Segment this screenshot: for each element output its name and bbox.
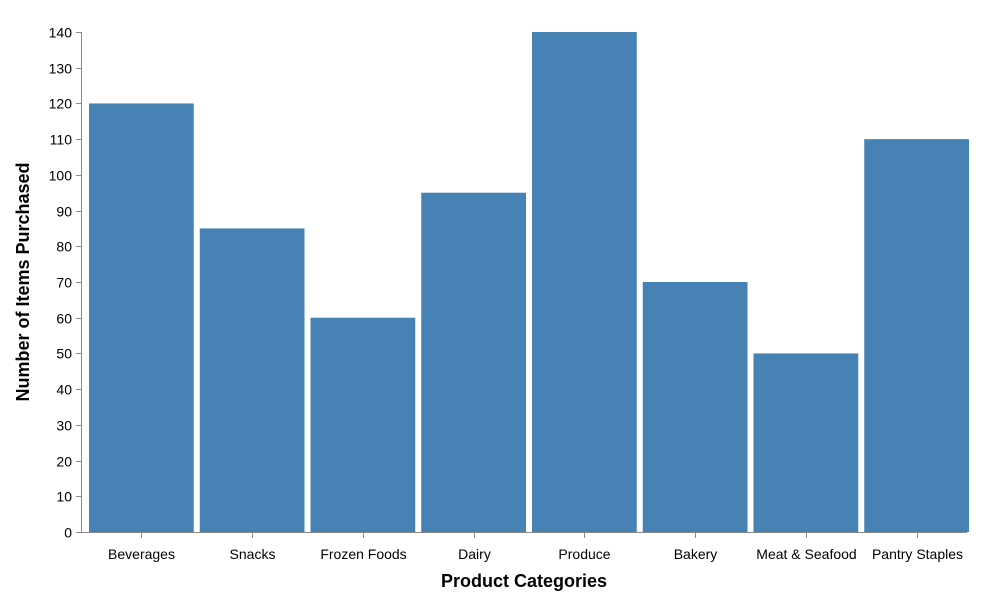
y-tick-label: 140 bbox=[49, 25, 73, 41]
x-tick-label: Snacks bbox=[230, 546, 276, 562]
y-tick-label: 60 bbox=[56, 311, 72, 327]
y-tick-label: 100 bbox=[49, 168, 73, 184]
x-axis: Beverages Snacks Frozen Foods Dairy Produce B… bbox=[81, 532, 967, 562]
bar-snacks[interactable] bbox=[199, 228, 305, 532]
y-tick-label: 90 bbox=[56, 204, 72, 220]
y-axis: 0 10 20 30 40 50 60 70 80 90 100 110 120 130 140 bbox=[49, 25, 82, 541]
bar-bakery[interactable] bbox=[642, 282, 748, 532]
x-tick-label: Frozen Foods bbox=[320, 546, 406, 562]
bars-group bbox=[89, 32, 969, 532]
x-tick-label: Pantry Staples bbox=[872, 546, 963, 562]
x-tick-label: Dairy bbox=[458, 546, 491, 562]
y-tick-label: 70 bbox=[56, 275, 72, 291]
y-axis-title: Number of Items Purchased bbox=[13, 162, 33, 401]
bar-meat-seafood[interactable] bbox=[753, 353, 859, 532]
y-tick-label: 10 bbox=[56, 489, 72, 505]
bar-pantry-staples[interactable] bbox=[864, 139, 969, 532]
y-tick-label: 0 bbox=[64, 525, 72, 541]
x-axis-title: Product Categories bbox=[441, 571, 607, 591]
y-tick-label: 50 bbox=[56, 346, 72, 362]
y-tick-label: 130 bbox=[49, 61, 73, 77]
y-tick-label: 120 bbox=[49, 96, 73, 112]
x-tick-label: Beverages bbox=[108, 546, 175, 562]
x-tick-label: Produce bbox=[558, 546, 610, 562]
y-tick-label: 80 bbox=[56, 239, 72, 255]
bar-produce[interactable] bbox=[532, 32, 637, 532]
y-tick-label: 30 bbox=[56, 418, 72, 434]
bar-beverages[interactable] bbox=[89, 103, 194, 532]
y-tick-label: 40 bbox=[56, 382, 72, 398]
x-tick-label: Meat & Seafood bbox=[756, 546, 856, 562]
y-tick-label: 20 bbox=[56, 454, 72, 470]
bar-dairy[interactable] bbox=[421, 192, 526, 532]
x-tick-label: Bakery bbox=[674, 546, 718, 562]
y-tick-label: 110 bbox=[50, 132, 73, 148]
bar-frozen-foods[interactable] bbox=[310, 317, 416, 532]
